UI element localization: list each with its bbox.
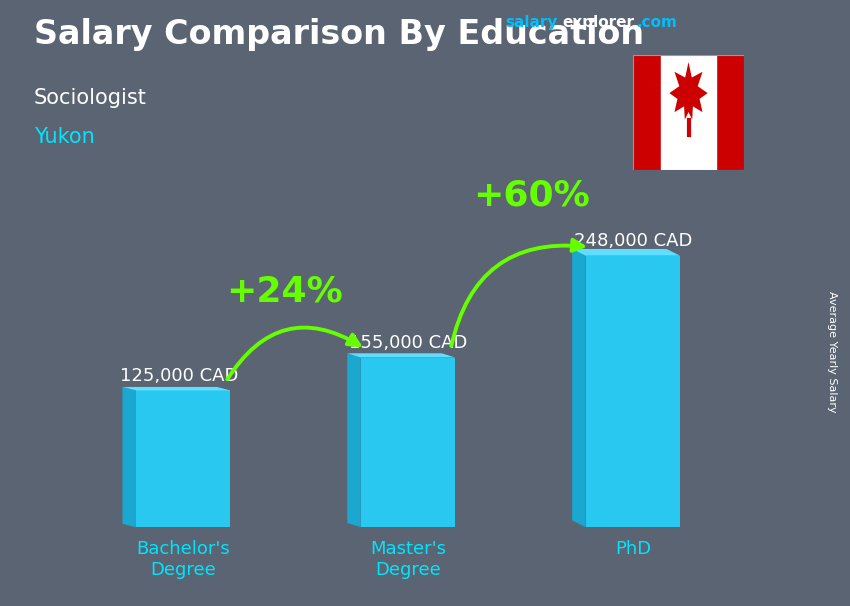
Text: Salary Comparison By Education: Salary Comparison By Education xyxy=(34,18,644,51)
FancyBboxPatch shape xyxy=(586,256,680,527)
Polygon shape xyxy=(348,353,456,358)
Text: +24%: +24% xyxy=(226,275,343,309)
Polygon shape xyxy=(669,62,708,119)
Text: explorer: explorer xyxy=(563,15,635,30)
Polygon shape xyxy=(572,249,680,256)
Text: Bachelor's
Degree: Bachelor's Degree xyxy=(136,541,230,579)
Polygon shape xyxy=(122,387,136,527)
Text: +60%: +60% xyxy=(473,179,590,213)
Text: .com: .com xyxy=(637,15,677,30)
Polygon shape xyxy=(348,353,360,527)
Text: Yukon: Yukon xyxy=(34,127,94,147)
FancyBboxPatch shape xyxy=(136,390,230,527)
Text: Sociologist: Sociologist xyxy=(34,88,147,108)
Text: 155,000 CAD: 155,000 CAD xyxy=(348,334,468,352)
Text: salary: salary xyxy=(506,15,558,30)
Polygon shape xyxy=(122,387,230,390)
Bar xyxy=(661,55,716,170)
Text: Average Yearly Salary: Average Yearly Salary xyxy=(827,291,837,412)
Polygon shape xyxy=(572,249,586,527)
Bar xyxy=(633,55,661,170)
Text: 248,000 CAD: 248,000 CAD xyxy=(574,232,692,250)
FancyBboxPatch shape xyxy=(360,358,456,527)
Text: Master's
Degree: Master's Degree xyxy=(370,541,446,579)
Text: PhD: PhD xyxy=(615,541,651,558)
Text: 125,000 CAD: 125,000 CAD xyxy=(120,367,239,385)
Bar xyxy=(716,55,744,170)
